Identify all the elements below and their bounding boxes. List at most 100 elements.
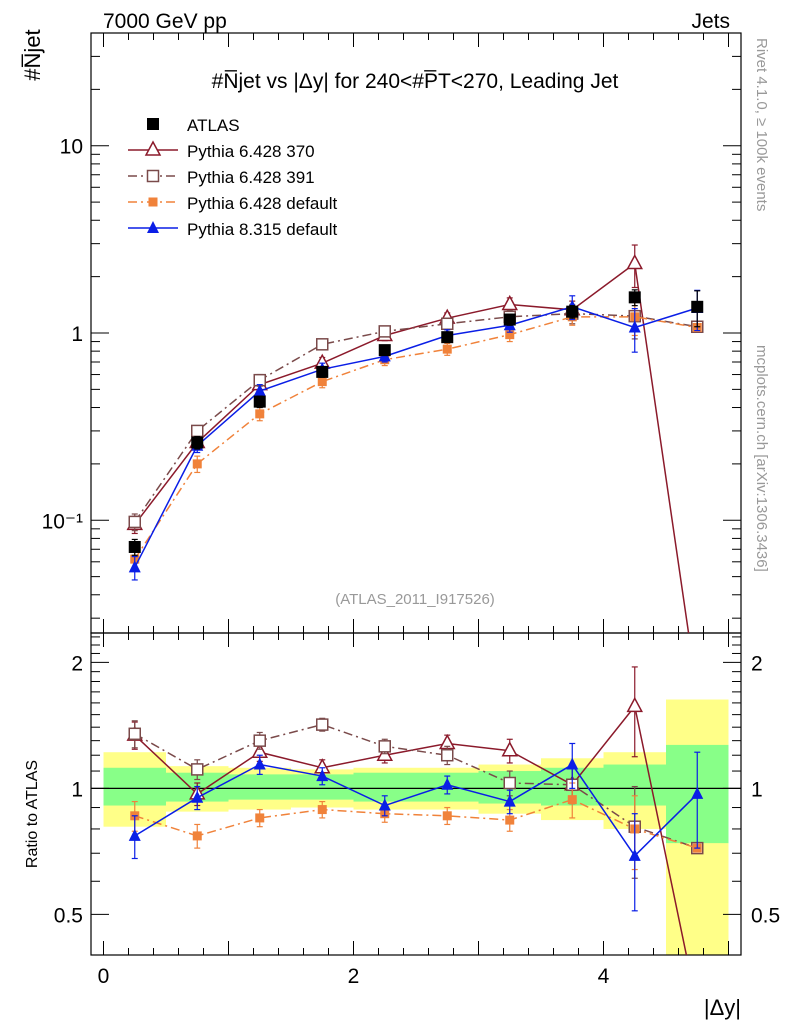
ratio-line [134,704,688,955]
data-point [253,395,266,408]
header-left: 7000 GeV pp [103,10,227,33]
header-right: Jets [691,10,730,33]
plot-title: #N̅jet vs |Δy| for 240<#P̅T<270, Leading… [212,70,619,93]
data-point [255,409,265,419]
mcplots-label: mcplots.cern.ch [arXiv:1306.3436] [753,345,770,572]
data-point [253,373,266,387]
legend-item: Pythia 6.428 default [128,194,338,213]
series-pythia-6-428-391 [128,297,704,532]
x-tick-label: 4 [598,965,610,988]
data-point [691,786,704,799]
ratio-axis-label: Ratio to ATLAS [24,760,41,868]
data-point [505,330,515,340]
data-point [691,300,704,313]
data-point [253,734,266,747]
legend-label: Pythia 6.428 default [187,194,338,213]
y-tick-label-right: 0.5 [751,904,780,927]
legend-item: Pythia 6.428 391 [128,168,315,187]
ratio-line [134,763,698,858]
data-point [191,763,204,776]
ratio-series-pythia-6-428-370 [126,666,688,955]
data-point [626,696,644,713]
legend-label: ATLAS [187,116,240,135]
data-point [378,798,391,811]
series-pythia-6-428-default [130,301,702,569]
legend-label: Pythia 8.315 default [187,220,338,239]
data-point [626,253,644,270]
y-tick-label: 10⁻¹ [42,510,83,533]
data-point [147,221,159,233]
data-point [566,305,579,318]
main-panel: 10⁻¹ 1 10 #N̅jet #N̅jet vs |Δy| for 240<#P̅T… [20,29,742,634]
data-point [501,741,519,757]
ratio-line [134,798,698,849]
data-point [128,540,141,553]
data-point [192,459,202,469]
data-point [501,294,519,311]
data-point [128,828,141,841]
data-point [191,790,204,803]
data-point [441,777,454,790]
legend-label: Pythia 6.428 391 [187,168,315,187]
x-tick-label: 2 [348,965,360,988]
data-point [566,757,579,770]
y-axis-label: #N̅jet [20,29,45,80]
data-point [505,815,515,825]
legend-item: Pythia 6.428 370 [128,140,315,161]
y-tick-label: 1 [71,323,83,346]
y-tick-label: 1 [71,778,83,801]
data-point [441,331,454,344]
data-point [316,769,329,782]
ratio-panel: 0 2 4 |Δy| 0.5 0.5 1 1 2 2 Ratio to ATLAS [24,632,780,1020]
ratio-band-inner [228,774,291,800]
data-point [378,344,391,357]
series-line [134,306,698,568]
series-pythia-8-315-default [128,289,704,581]
series-line [134,312,698,523]
y-tick-label-right: 2 [751,652,763,675]
data-point [503,313,516,326]
y-tick-label-right: 1 [751,778,763,801]
data-point [316,718,329,731]
ratio-frame [90,632,742,956]
data-point [144,140,162,156]
series-atlas [128,289,704,556]
data-point [442,344,452,354]
data-point [378,325,391,338]
data-point [146,169,160,183]
data-point [567,795,577,805]
data-point [441,748,454,762]
rivet-label: Rivet 4.1.0, ≥ 100k events [753,38,770,212]
y-tick-label: 10 [60,136,83,159]
data-point [128,560,141,573]
analysis-watermark: (ATLAS_2011_I917526) [335,591,495,608]
ratio-series-pythia-8-315-default [128,742,704,912]
y-tick-label: 0.5 [54,904,83,927]
data-point [503,776,516,790]
data-point [628,320,641,333]
data-point [255,813,265,823]
data-point [191,436,204,449]
data-point [192,831,202,841]
legend: ATLAS Pythia 6.428 370 Pythia 6.428 391 Pyt… [128,116,338,239]
legend-label: Pythia 6.428 370 [187,142,315,161]
data-point [316,338,329,351]
series-line [134,262,690,633]
data-marks [126,244,704,955]
series-line [134,316,698,560]
data-point [503,794,516,807]
data-point [148,197,158,207]
legend-item: ATLAS [147,116,240,135]
data-point [147,118,159,130]
y-tick-label: 2 [71,652,83,675]
data-point [191,424,204,438]
legend-item: Pythia 8.315 default [128,220,338,239]
data-point [253,384,266,397]
ratio-band-inner [103,767,166,806]
data-point [317,377,327,387]
data-point [628,848,641,861]
data-point [128,515,141,529]
data-point [442,811,452,821]
data-point [253,757,266,770]
